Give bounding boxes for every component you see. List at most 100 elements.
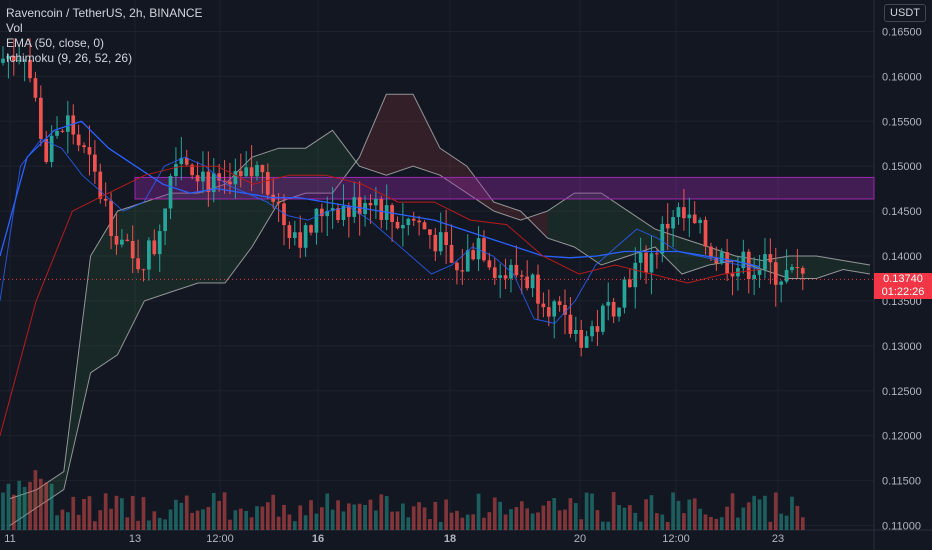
- volume-bar: [222, 492, 227, 530]
- volume-bar: [330, 509, 335, 530]
- candle-body: [309, 225, 313, 233]
- volume-bar: [611, 492, 616, 530]
- volume-bar: [525, 508, 530, 530]
- volume-bar: [44, 482, 49, 530]
- candle-body: [44, 138, 49, 162]
- price-tick-label: 0.11000: [882, 521, 921, 533]
- volume-bar: [455, 510, 459, 530]
- candle-body: [314, 208, 319, 233]
- volume-bar: [38, 478, 43, 530]
- ichimoku-cloud-segment: [601, 193, 629, 265]
- candle-body: [568, 314, 573, 334]
- candle-body: [784, 270, 789, 282]
- volume-bar: [65, 512, 70, 530]
- candle-body: [719, 252, 724, 264]
- volume-bar: [600, 521, 605, 530]
- candle-body: [395, 221, 400, 229]
- volume-bar: [714, 518, 719, 530]
- volume-bar: [487, 512, 492, 530]
- symbol-title[interactable]: Ravencoin / TetherUS, 2h, BINANCE: [6, 6, 203, 20]
- candle-body: [217, 173, 222, 181]
- volume-bar: [233, 510, 238, 530]
- candle-body: [287, 225, 292, 238]
- volume-bar: [265, 502, 270, 530]
- volume-bar: [109, 508, 113, 530]
- ichimoku-cloud-segment: [386, 94, 414, 176]
- candle-body: [514, 264, 519, 276]
- candle-body: [109, 200, 113, 237]
- candle-body: [763, 254, 767, 270]
- volume-bar: [492, 497, 497, 530]
- candle-body: [611, 301, 616, 317]
- volume-bar: [292, 521, 297, 530]
- candle-body: [590, 326, 594, 337]
- volume-bar: [395, 511, 400, 530]
- candle-body: [71, 115, 76, 135]
- candle-body: [579, 330, 584, 348]
- candle-body: [17, 60, 22, 62]
- candle-body: [600, 305, 605, 332]
- volume-bar: [644, 499, 648, 530]
- volume-bar: [411, 506, 416, 530]
- time-tick-label: 23: [772, 533, 784, 545]
- kijun-line: [0, 165, 761, 436]
- volume-bar: [76, 514, 81, 530]
- ichimoku-indicator-label[interactable]: Ichimoku (9, 26, 52, 26): [6, 51, 133, 65]
- currency-button[interactable]: USDT: [884, 4, 926, 22]
- ema-indicator-label[interactable]: EMA (50, close, 0): [6, 36, 105, 50]
- candle-body: [584, 336, 589, 348]
- volume-bar: [509, 509, 513, 530]
- volume-bar: [579, 519, 584, 530]
- candle-body: [28, 59, 32, 79]
- candle-body: [244, 167, 249, 177]
- candle-body: [38, 97, 43, 139]
- volume-bar: [325, 493, 330, 530]
- volume-bar: [93, 521, 97, 530]
- ichimoku-cloud-segment: [816, 256, 844, 279]
- volume-bar: [217, 500, 222, 530]
- volume-bar: [309, 500, 313, 530]
- volume-bar: [130, 495, 135, 530]
- candle-body: [422, 222, 427, 230]
- candle-body: [644, 252, 648, 273]
- volume-bar: [682, 513, 686, 530]
- candle-body: [103, 198, 108, 201]
- volume-bar: [773, 492, 778, 530]
- volume-bar: [255, 506, 259, 530]
- ichimoku-cloud-segment: [117, 202, 145, 355]
- volume-bar: [390, 511, 394, 530]
- volume-bar: [49, 483, 54, 530]
- volume-bar: [692, 498, 697, 530]
- volume-bar: [179, 502, 184, 530]
- candle-body: [406, 218, 411, 226]
- volume-bar: [298, 505, 303, 530]
- volume-bar: [557, 510, 562, 530]
- candle-body: [617, 307, 621, 317]
- candle-body: [65, 115, 70, 132]
- volume-bar: [671, 492, 675, 530]
- volume-bar: [719, 517, 724, 530]
- volume-bar: [790, 496, 794, 530]
- ichimoku-cloud-segment: [198, 184, 225, 283]
- volume-bar: [190, 512, 194, 530]
- volume-bar: [249, 517, 254, 530]
- volume-bar: [465, 514, 470, 530]
- volume-bar: [573, 503, 578, 530]
- volume-indicator-label[interactable]: Vol: [6, 21, 23, 35]
- volume-bar: [471, 514, 475, 530]
- candle-body: [55, 130, 59, 136]
- volume-bar: [28, 481, 32, 530]
- volume-bar: [687, 499, 692, 530]
- volume-bar: [347, 503, 351, 530]
- candle-body: [692, 214, 697, 224]
- volume-bar: [11, 494, 16, 530]
- candle-body: [428, 229, 432, 235]
- candle-body: [746, 251, 751, 280]
- candle-body: [768, 254, 773, 263]
- volume-bar: [82, 499, 86, 530]
- volume-bar: [368, 499, 373, 530]
- volume-bar: [417, 502, 421, 530]
- candle-body: [649, 253, 654, 273]
- volume-bar: [584, 492, 589, 530]
